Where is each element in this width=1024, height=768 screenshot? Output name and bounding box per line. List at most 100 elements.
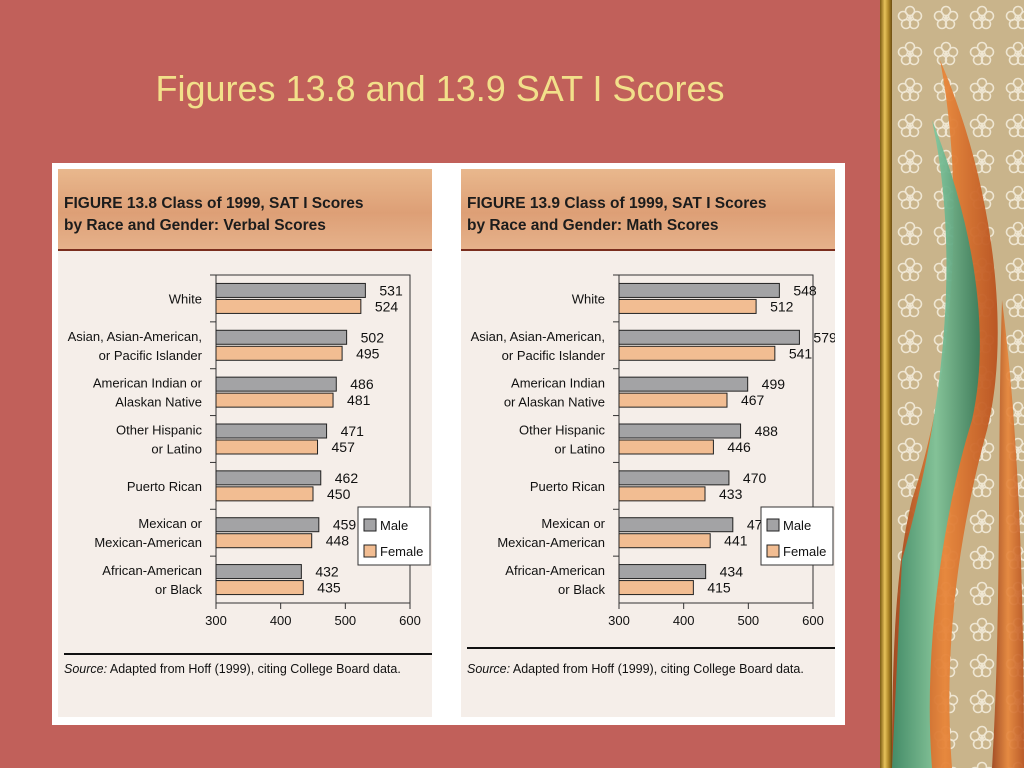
category-label: or Pacific Islander	[502, 348, 606, 363]
bar-value-label: 531	[379, 282, 403, 298]
figures-panel: FIGURE 13.8 Class of 1999, SAT I Scores …	[52, 163, 845, 725]
male-bar	[215, 517, 320, 533]
figure-title: FIGURE 13.8 Class of 1999, SAT I Scores …	[64, 193, 404, 237]
female-bar	[215, 345, 343, 361]
bar-value-label: 486	[350, 376, 374, 392]
decorative-sidebar	[892, 0, 1024, 768]
category-label: Mexican or	[138, 516, 202, 531]
source-label: Source:	[467, 662, 511, 676]
legend-swatch	[766, 544, 780, 558]
male-bar	[215, 376, 337, 392]
legend-swatch	[363, 518, 377, 532]
category-label: Asian, Asian-American,	[471, 329, 605, 344]
male-bar	[215, 329, 348, 345]
category-label: African-American	[505, 563, 605, 578]
bar-value-label: 432	[315, 564, 339, 580]
category-label: Alaskan Native	[115, 395, 202, 410]
category-label: American Indian or	[93, 376, 203, 391]
x-tick-label: 400	[673, 613, 695, 628]
bar-value-label: 541	[789, 345, 813, 361]
female-bar	[618, 533, 711, 549]
slide-title: Figures 13.8 and 13.9 SAT I Scores	[155, 68, 725, 109]
category-label: or Pacific Islander	[99, 348, 203, 363]
gold-border-bar	[880, 0, 892, 768]
bar-value-label: 524	[375, 298, 399, 314]
legend-label: Female	[783, 544, 826, 559]
bar-value-label: 579	[813, 329, 835, 345]
legend-swatch	[363, 544, 377, 558]
bar-value-label: 446	[727, 439, 751, 455]
bar-value-label: 435	[317, 580, 341, 596]
bar-value-label: 471	[341, 423, 365, 439]
bar-value-label: 450	[327, 486, 351, 502]
male-bar	[618, 282, 780, 298]
female-bar	[215, 580, 304, 596]
female-bar	[215, 533, 313, 549]
category-label: Mexican-American	[94, 535, 202, 550]
figure-13-9: FIGURE 13.9 Class of 1999, SAT I Scores …	[461, 169, 835, 717]
bar-value-label: 488	[755, 423, 779, 439]
female-bar	[618, 486, 706, 502]
bar-value-label: 459	[333, 517, 357, 533]
female-bar	[618, 345, 776, 361]
bar-value-label: 502	[361, 329, 385, 345]
bar-value-label: 470	[743, 470, 767, 486]
plot-frame	[618, 274, 814, 604]
male-bar	[618, 517, 734, 533]
figure-source: Source: Adapted from Hoff (1999), citing…	[467, 659, 817, 679]
female-bar	[215, 392, 334, 408]
category-label: Mexican-American	[497, 535, 605, 550]
bar-value-label: 415	[707, 580, 731, 596]
male-bar	[618, 376, 749, 392]
decorative-pattern-graphic	[892, 0, 1024, 768]
female-bar	[618, 298, 757, 314]
female-bar	[618, 580, 694, 596]
category-label: Other Hispanic	[116, 423, 202, 438]
category-label: or Latino	[151, 442, 202, 457]
source-label: Source:	[64, 662, 108, 676]
x-tick-label: 300	[205, 613, 227, 628]
figure-title-line-2: by Race and Gender: Verbal Scores	[64, 217, 326, 234]
bar-value-label: 448	[326, 533, 350, 549]
male-bar	[215, 470, 322, 486]
category-label: White	[572, 291, 605, 306]
male-bar	[215, 423, 328, 439]
female-bar	[215, 298, 362, 314]
male-bar	[618, 423, 742, 439]
chart-legend: Male Female	[357, 506, 431, 566]
figure-title-line-2: by Race and Gender: Math Scores	[467, 217, 719, 234]
bar-value-label: 462	[335, 470, 359, 486]
category-label: or Black	[155, 582, 202, 597]
bar-value-label: 499	[762, 376, 786, 392]
figure-source: Source: Adapted from Hoff (1999), citing…	[64, 659, 414, 679]
legend-label: Male	[783, 518, 811, 533]
female-bar	[618, 392, 728, 408]
category-label: Puerto Rican	[127, 479, 202, 494]
bar-value-label: 434	[720, 564, 744, 580]
legend-label: Male	[380, 518, 408, 533]
figure-header: FIGURE 13.9 Class of 1999, SAT I Scores …	[461, 169, 835, 251]
x-tick-label: 500	[737, 613, 759, 628]
female-bar	[618, 439, 714, 455]
figure-title: FIGURE 13.9 Class of 1999, SAT I Scores …	[467, 193, 807, 237]
bar-value-label: 441	[724, 533, 748, 549]
category-label: Other Hispanic	[519, 423, 605, 438]
bar-value-label: 467	[741, 392, 765, 408]
source-text: Adapted from Hoff (1999), citing College…	[109, 662, 401, 676]
category-label: African-American	[102, 563, 202, 578]
x-tick-label: 300	[608, 613, 630, 628]
category-label: Asian, Asian-American,	[68, 329, 202, 344]
category-label: White	[169, 291, 202, 306]
legend-swatch	[766, 518, 780, 532]
bar-value-label: 495	[356, 345, 380, 361]
chart-legend: Male Female	[760, 506, 834, 566]
x-tick-label: 400	[270, 613, 292, 628]
category-label: or Latino	[554, 442, 605, 457]
female-bar	[215, 439, 319, 455]
x-tick-label: 600	[399, 613, 421, 628]
category-label: Puerto Rican	[530, 479, 605, 494]
x-tick-label: 500	[334, 613, 356, 628]
female-bar	[215, 486, 314, 502]
